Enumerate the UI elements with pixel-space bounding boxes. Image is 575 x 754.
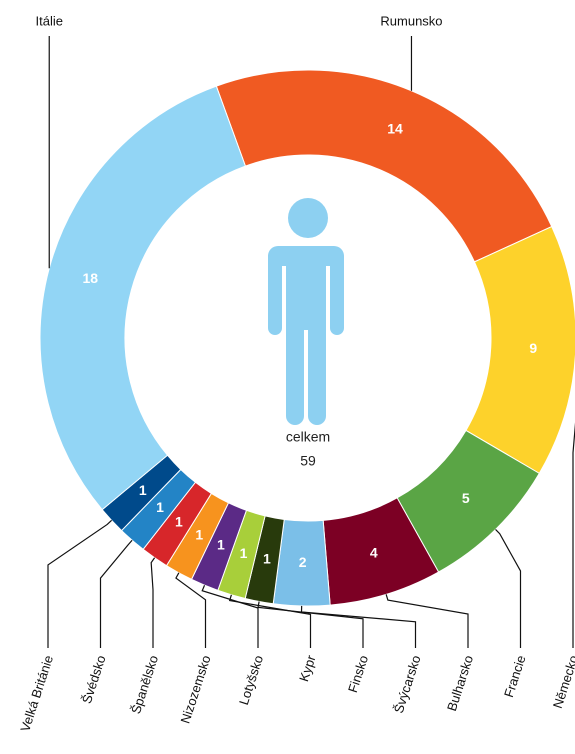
leader-line bbox=[150, 557, 156, 648]
ring bbox=[39, 69, 575, 607]
center-total: 59 bbox=[300, 453, 316, 469]
leader-line bbox=[175, 572, 207, 648]
person-icon bbox=[268, 198, 344, 425]
value-label: 1 bbox=[195, 526, 203, 542]
value-label: 1 bbox=[139, 482, 147, 498]
leader-line bbox=[385, 594, 469, 648]
category-label: Rumunsko bbox=[380, 13, 442, 28]
segment bbox=[465, 225, 575, 475]
category-label: Španělsko bbox=[128, 653, 161, 715]
value-label: 2 bbox=[299, 554, 307, 570]
category-label: Německo bbox=[550, 653, 575, 710]
value-label: 14 bbox=[387, 121, 403, 137]
category-label: Bulharsko bbox=[444, 653, 476, 713]
segment bbox=[215, 69, 553, 263]
category-label: Nizozemsko bbox=[177, 653, 213, 725]
category-label: Velká Británie bbox=[17, 653, 56, 733]
category-label: Lotyšsko bbox=[236, 653, 266, 706]
value-label: 4 bbox=[370, 544, 378, 560]
value-label: 1 bbox=[263, 550, 271, 566]
leader-line bbox=[47, 519, 113, 648]
leader-line bbox=[572, 422, 575, 648]
category-label: Francie bbox=[501, 653, 529, 699]
leader-line bbox=[201, 584, 259, 648]
value-label: 18 bbox=[82, 270, 98, 286]
category-label: Kypr bbox=[296, 653, 319, 684]
value-label: 1 bbox=[217, 537, 225, 553]
leader-line bbox=[228, 594, 312, 648]
category-label: Švýcarsko bbox=[391, 653, 424, 715]
leader-line bbox=[495, 529, 522, 648]
value-label: 1 bbox=[240, 545, 248, 561]
value-label: 1 bbox=[156, 499, 164, 515]
leader-line bbox=[99, 539, 133, 648]
segment bbox=[39, 85, 247, 511]
category-label: Finsko bbox=[345, 653, 371, 694]
leader-line bbox=[300, 605, 417, 648]
center-label: celkem bbox=[286, 429, 330, 445]
category-label: Švédsko bbox=[79, 653, 109, 705]
value-label: 9 bbox=[529, 340, 537, 356]
value-label: 5 bbox=[462, 490, 470, 506]
value-label: 1 bbox=[175, 514, 183, 530]
category-label: Itálie bbox=[36, 13, 63, 28]
leader-line bbox=[257, 601, 364, 648]
